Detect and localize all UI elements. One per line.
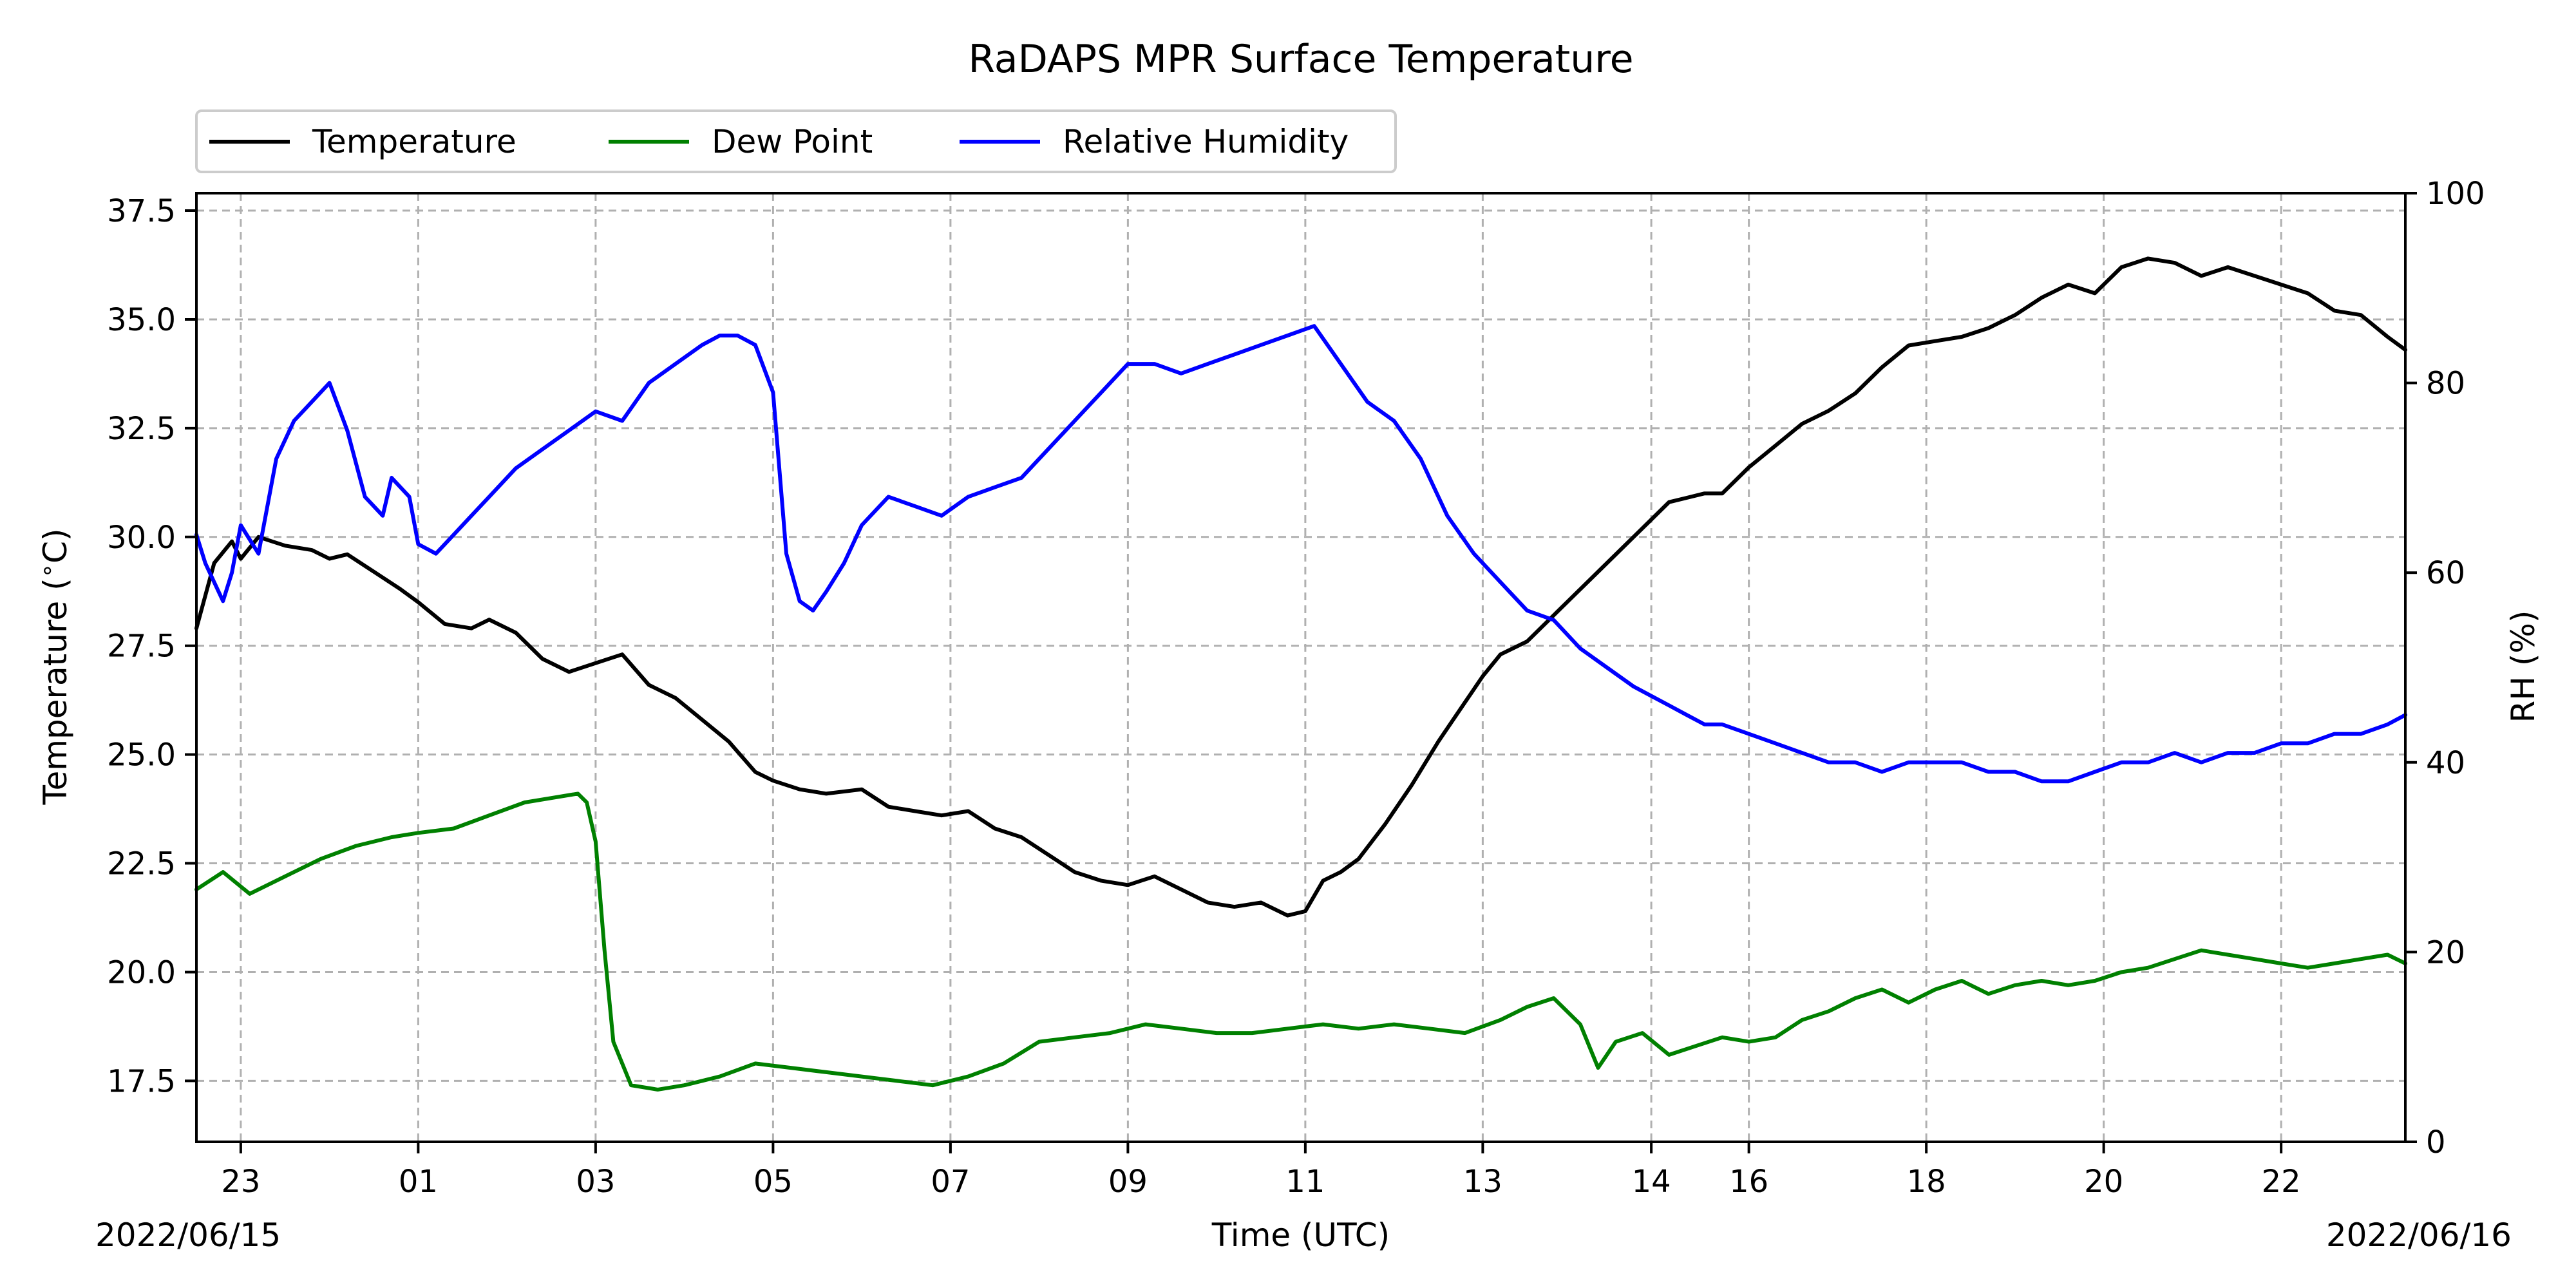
y-axis-label-right: RH (%) [2505, 611, 2542, 723]
y-right-tick-label: 20 [2426, 934, 2465, 971]
x-tick-label: 03 [576, 1164, 615, 1200]
x-axis-label: Time (UTC) [1211, 1217, 1390, 1254]
x-tick-label: 23 [221, 1164, 260, 1200]
y-left-tick-label: 37.5 [107, 193, 176, 229]
legend-label-relative-humidity: Relative Humidity [1063, 123, 1349, 160]
legend-box [195, 109, 1397, 173]
y-left-tick-label: 22.5 [107, 846, 176, 882]
legend: Temperature Dew Point Relative Humidity [195, 109, 1397, 173]
x-tick-label: 14 [1632, 1164, 1671, 1200]
y-right-tick-label: 100 [2426, 176, 2485, 212]
x-tick-label: 07 [931, 1164, 970, 1200]
x-tick-label: 09 [1108, 1164, 1148, 1200]
legend-label-dew-point: Dew Point [712, 123, 873, 160]
y-right-tick-label: 80 [2426, 366, 2465, 402]
y-left-tick-label: 32.5 [107, 411, 176, 447]
relative-humidity-line [194, 324, 2407, 784]
y-left-tick-label: 27.5 [107, 629, 176, 665]
date-end-label: 2022/06/16 [2326, 1217, 2512, 1254]
y-left-tick-label: 17.5 [107, 1063, 176, 1099]
plot-frame [195, 192, 2407, 1143]
degree-unit: C) [37, 528, 74, 563]
y-right-tick-label: 40 [2426, 745, 2465, 781]
degree-superscript: ∘ [34, 564, 61, 578]
y-left-tick-label: 25.0 [107, 737, 176, 773]
x-tick-label: 01 [399, 1164, 438, 1200]
x-tick-label: 05 [753, 1164, 793, 1200]
temperature-line [194, 256, 2407, 918]
x-tick-label: 11 [1285, 1164, 1325, 1200]
grid [196, 193, 2405, 1142]
x-tick-label: 20 [2084, 1164, 2123, 1200]
x-tick-label: 13 [1463, 1164, 1502, 1200]
dew-point-line [194, 791, 2407, 1092]
y-left-tick-label: 30.0 [107, 520, 176, 556]
date-start-label: 2022/06/15 [95, 1217, 281, 1254]
x-tick-label: 22 [2262, 1164, 2301, 1200]
series-lines [194, 256, 2407, 1092]
chart-title: RaDAPS MPR Surface Temperature [968, 37, 1633, 82]
x-tick-label: 16 [1729, 1164, 1768, 1200]
y-right-tick-label: 0 [2426, 1124, 2446, 1160]
y-right-tick-label: 60 [2426, 555, 2465, 591]
axes [185, 192, 2417, 1153]
legend-label-temperature: Temperature [312, 123, 516, 160]
y-left-tick-label: 35.0 [107, 302, 176, 338]
tick-labels: 23 01 03 05 07 09 11 13 14 16 18 20 22 17.5 20.0 22.5 25… [107, 176, 2485, 1200]
y-left-tick-label: 20.0 [107, 954, 176, 990]
x-tick-label: 18 [1907, 1164, 1946, 1200]
